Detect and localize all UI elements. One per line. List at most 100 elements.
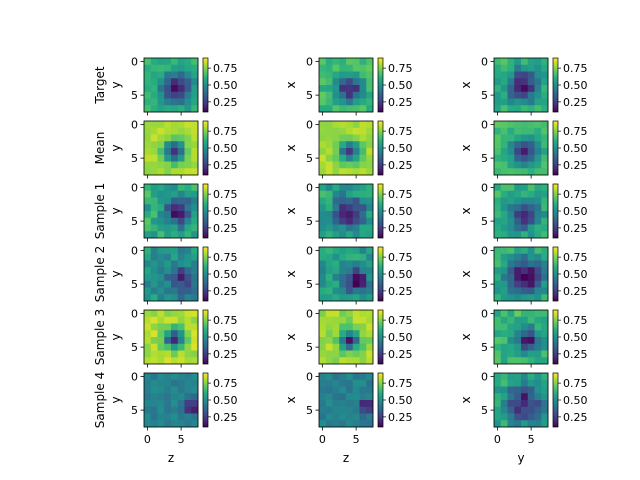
heatmap-cell — [352, 127, 360, 135]
colorbar-tick-label: 0.25 — [563, 348, 588, 361]
heatmap-cell — [144, 357, 152, 365]
heatmap-cell — [319, 161, 327, 169]
heatmap-cell — [144, 224, 152, 232]
row-label: Mean — [93, 132, 107, 165]
heatmap-cell — [507, 85, 515, 93]
heatmap-cell — [366, 168, 374, 176]
heatmap-cell — [507, 184, 515, 192]
heatmap-cell — [359, 211, 367, 219]
heatmap-cell — [157, 127, 165, 135]
heatmap-cell — [171, 280, 179, 288]
heatmap-cell — [521, 58, 529, 66]
heatmap-cell — [500, 154, 508, 162]
heatmap-cell — [521, 323, 529, 331]
heatmap-cell — [339, 98, 347, 106]
heatmap-cell — [325, 260, 333, 268]
heatmap-cell — [541, 287, 549, 295]
heatmap-cell — [332, 294, 340, 302]
heatmap-cell — [494, 121, 502, 129]
heatmap-cell — [521, 350, 529, 358]
heatmap-cell — [521, 386, 529, 394]
heatmap-cell — [332, 197, 340, 205]
heatmap-cell — [366, 330, 374, 338]
heatmap-cell — [521, 274, 529, 282]
heatmap-cell — [164, 294, 172, 302]
y-tick-label: 5 — [481, 89, 488, 102]
heatmap-cell — [507, 64, 515, 72]
heatmap-cell — [157, 190, 165, 198]
heatmap-cell — [332, 393, 340, 401]
heatmap-cell — [319, 379, 327, 387]
heatmap-cell — [527, 71, 535, 79]
heatmap-cell — [191, 64, 199, 72]
heatmap-cell — [164, 197, 172, 205]
heatmap-panel-0-2: 0 5 x 0.25 0.50 0.75 — [459, 55, 588, 116]
heatmap-cell — [325, 393, 333, 401]
heatmap-cell — [177, 134, 185, 142]
heatmap-cell — [514, 400, 522, 408]
heatmap-cell — [325, 78, 333, 86]
heatmap-cell — [184, 323, 192, 331]
x-tick-label: 5 — [353, 433, 360, 446]
colorbar: 0.25 0.50 0.75 — [552, 309, 588, 365]
heatmap-cell — [191, 420, 199, 428]
heatmap-cell — [541, 413, 549, 421]
heatmap-cell — [157, 105, 165, 113]
heatmap-cell — [500, 190, 508, 198]
heatmap-cell — [359, 253, 367, 261]
heatmap-cell — [339, 386, 347, 394]
heatmap-cell — [514, 310, 522, 318]
y-axis-label: x — [284, 396, 298, 403]
heatmap-cell — [164, 267, 172, 275]
heatmap-cell — [507, 134, 515, 142]
heatmap-cell — [346, 330, 354, 338]
heatmap-cell — [527, 134, 535, 142]
heatmap-cell — [346, 91, 354, 99]
heatmap-cell — [507, 343, 515, 351]
heatmap-cell — [366, 337, 374, 345]
colorbar: 0.25 0.50 0.75 — [202, 372, 238, 428]
heatmap-cell — [514, 98, 522, 106]
heatmap-cell — [332, 373, 340, 381]
y-axis-label: x — [459, 81, 473, 88]
heatmap-cell — [150, 58, 158, 66]
heatmap-cell — [332, 379, 340, 387]
heatmap-cell — [150, 337, 158, 345]
heatmap-cell — [534, 141, 542, 149]
heatmap-cell — [514, 184, 522, 192]
colorbar-tick-label: 0.25 — [388, 411, 413, 424]
heatmap-cell — [157, 330, 165, 338]
heatmap-cell — [177, 98, 185, 106]
colorbar-gradient — [203, 310, 208, 364]
heatmap-cell — [150, 267, 158, 275]
heatmap-cell — [171, 168, 179, 176]
heatmap-cell — [319, 253, 327, 261]
heatmap-cell — [164, 373, 172, 381]
heatmap-cell — [359, 413, 367, 421]
heatmap-cell — [494, 204, 502, 212]
heatmap-cell — [359, 224, 367, 232]
heatmap-cell — [177, 190, 185, 198]
colorbar-tick-label: 0.50 — [563, 205, 588, 218]
heatmap-cell — [177, 91, 185, 99]
heatmap-cell — [325, 71, 333, 79]
heatmap-cell — [325, 98, 333, 106]
heatmap-cell — [346, 260, 354, 268]
heatmap-cell — [319, 260, 327, 268]
heatmap-cell — [325, 204, 333, 212]
heatmap-cell — [339, 231, 347, 239]
heatmap-cell — [325, 323, 333, 331]
heatmap-cell — [527, 211, 535, 219]
panel-frame — [143, 372, 199, 428]
heatmap-cell — [177, 247, 185, 255]
heatmap-cell — [177, 350, 185, 358]
colorbar-tick-label: 0.25 — [388, 96, 413, 109]
heatmap-cell — [184, 280, 192, 288]
heatmap-cell — [339, 184, 347, 192]
heatmap-cell — [325, 154, 333, 162]
heatmap-cell — [359, 267, 367, 275]
heatmap-cell — [541, 330, 549, 338]
heatmap-cell — [319, 105, 327, 113]
heatmap-cell — [534, 231, 542, 239]
